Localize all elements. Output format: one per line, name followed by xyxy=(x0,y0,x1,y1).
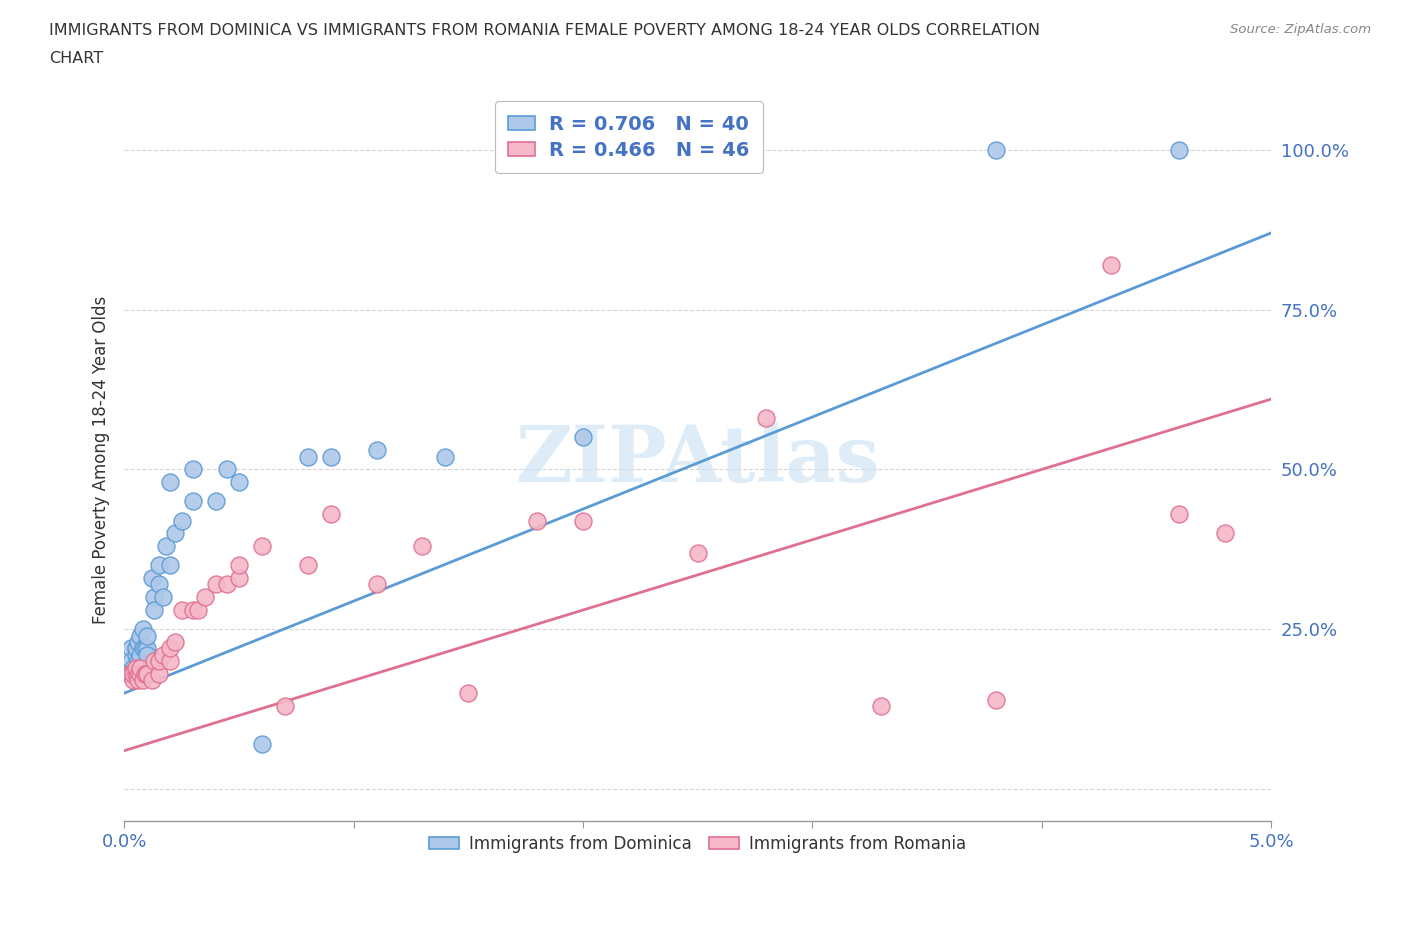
Point xyxy=(181,494,204,509)
Point xyxy=(159,475,181,490)
Point xyxy=(755,411,778,426)
Point xyxy=(217,462,239,477)
Point xyxy=(136,667,159,682)
Point xyxy=(163,525,186,540)
Point xyxy=(159,654,181,669)
Point xyxy=(170,603,193,618)
Point xyxy=(122,660,145,675)
Point xyxy=(319,449,342,464)
Point xyxy=(434,449,457,464)
Point xyxy=(870,698,893,713)
Point xyxy=(136,647,159,662)
Point xyxy=(228,558,250,573)
Point xyxy=(205,494,228,509)
Point xyxy=(457,685,479,700)
Point xyxy=(148,667,170,682)
Point xyxy=(411,538,433,553)
Point xyxy=(136,628,159,643)
Point xyxy=(148,654,170,669)
Point xyxy=(131,673,153,688)
Point xyxy=(131,641,153,656)
Legend: Immigrants from Dominica, Immigrants from Romania: Immigrants from Dominica, Immigrants fro… xyxy=(423,829,973,859)
Point xyxy=(159,641,181,656)
Point xyxy=(228,475,250,490)
Point xyxy=(159,558,181,573)
Point xyxy=(217,577,239,591)
Point xyxy=(319,507,342,522)
Point xyxy=(143,603,166,618)
Point xyxy=(129,667,152,682)
Point xyxy=(297,449,319,464)
Point xyxy=(129,660,152,675)
Point xyxy=(148,577,170,591)
Point xyxy=(1168,507,1191,522)
Point xyxy=(127,654,149,669)
Point xyxy=(127,667,149,682)
Point xyxy=(143,654,166,669)
Point xyxy=(129,647,152,662)
Point xyxy=(136,641,159,656)
Point xyxy=(127,634,149,649)
Point xyxy=(366,577,388,591)
Point xyxy=(366,443,388,458)
Point xyxy=(136,667,159,682)
Point xyxy=(152,590,174,604)
Point xyxy=(155,538,177,553)
Point xyxy=(193,590,215,604)
Point xyxy=(250,538,273,553)
Point xyxy=(134,641,156,656)
Point xyxy=(228,571,250,586)
Point xyxy=(572,430,595,445)
Point xyxy=(125,641,148,656)
Point xyxy=(205,577,228,591)
Point xyxy=(250,737,273,751)
Point xyxy=(125,641,148,656)
Point xyxy=(181,603,204,618)
Text: Source: ZipAtlas.com: Source: ZipAtlas.com xyxy=(1230,23,1371,36)
Point xyxy=(118,667,141,682)
Point xyxy=(984,142,1007,157)
Point xyxy=(141,673,163,688)
Point xyxy=(170,513,193,528)
Point xyxy=(297,558,319,573)
Point xyxy=(120,641,142,656)
Point xyxy=(125,660,148,675)
Point xyxy=(131,622,153,637)
Text: ZIPAtlas: ZIPAtlas xyxy=(516,422,880,498)
Point xyxy=(129,628,152,643)
Point xyxy=(1099,258,1122,272)
Point xyxy=(134,667,156,682)
Point xyxy=(148,558,170,573)
Y-axis label: Female Poverty Among 18-24 Year Olds: Female Poverty Among 18-24 Year Olds xyxy=(93,296,110,624)
Text: IMMIGRANTS FROM DOMINICA VS IMMIGRANTS FROM ROMANIA FEMALE POVERTY AMONG 18-24 Y: IMMIGRANTS FROM DOMINICA VS IMMIGRANTS F… xyxy=(49,23,1040,38)
Point xyxy=(686,545,709,560)
Point xyxy=(274,698,297,713)
Point xyxy=(125,667,148,682)
Point xyxy=(984,692,1007,707)
Point xyxy=(143,590,166,604)
Point xyxy=(163,634,186,649)
Point xyxy=(120,667,142,682)
Point xyxy=(127,673,149,688)
Point xyxy=(122,673,145,688)
Point xyxy=(1213,525,1236,540)
Point xyxy=(120,654,142,669)
Point xyxy=(187,603,209,618)
Text: CHART: CHART xyxy=(49,51,103,66)
Point xyxy=(125,647,148,662)
Point xyxy=(526,513,548,528)
Point xyxy=(181,462,204,477)
Point xyxy=(1168,142,1191,157)
Point xyxy=(122,667,145,682)
Point xyxy=(152,647,174,662)
Point xyxy=(572,513,595,528)
Point xyxy=(141,571,163,586)
